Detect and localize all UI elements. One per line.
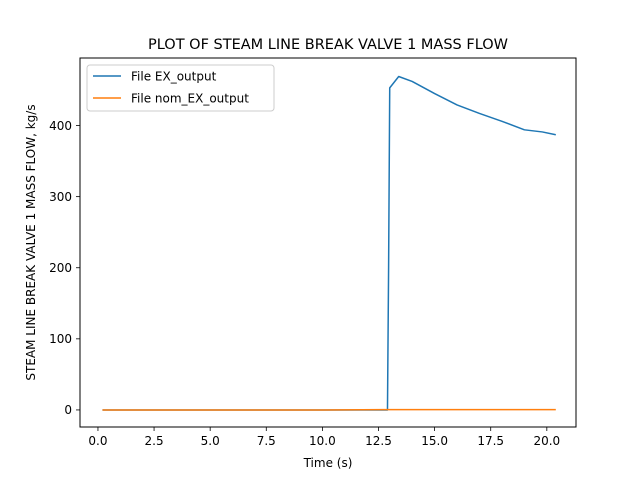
x-axis-label: Time (s) bbox=[303, 456, 353, 470]
x-tick-label: 15.0 bbox=[421, 434, 448, 448]
x-tick-label: 5.0 bbox=[201, 434, 220, 448]
x-axis: 0.0 2.5 5.0 7.5 10.0 12.5 15.0 17.5 20.0 bbox=[88, 427, 560, 448]
legend-label-ex-output: File EX_output bbox=[131, 70, 217, 84]
x-tick-label: 0.0 bbox=[88, 434, 107, 448]
x-tick-label: 2.5 bbox=[145, 434, 164, 448]
y-tick-label: 400 bbox=[49, 119, 72, 133]
y-tick-label: 200 bbox=[49, 261, 72, 275]
series-line-ex-output bbox=[102, 75, 556, 411]
legend: File EX_output File nom_EX_output bbox=[86, 64, 275, 112]
y-tick-label: 100 bbox=[49, 332, 72, 346]
x-tick-label: 17.5 bbox=[477, 434, 504, 448]
plot-area-frame bbox=[79, 57, 577, 428]
x-tick-label: 12.5 bbox=[365, 434, 392, 448]
x-tick-label: 7.5 bbox=[257, 434, 276, 448]
legend-box bbox=[86, 64, 275, 112]
x-tick-label: 10.0 bbox=[309, 434, 336, 448]
y-tick-label: 300 bbox=[49, 190, 72, 204]
x-tick-label: 20.0 bbox=[533, 434, 560, 448]
series-layer bbox=[102, 75, 556, 411]
y-tick-label: 0 bbox=[64, 403, 72, 417]
y-axis: 0 100 200 300 400 bbox=[49, 119, 80, 417]
legend-label-nom-ex-output: File nom_EX_output bbox=[131, 92, 249, 106]
y-axis-label: STEAM LINE BREAK VALVE 1 MASS FLOW, kg/s bbox=[24, 104, 38, 380]
chart-title: PLOT OF STEAM LINE BREAK VALVE 1 MASS FL… bbox=[148, 37, 508, 53]
